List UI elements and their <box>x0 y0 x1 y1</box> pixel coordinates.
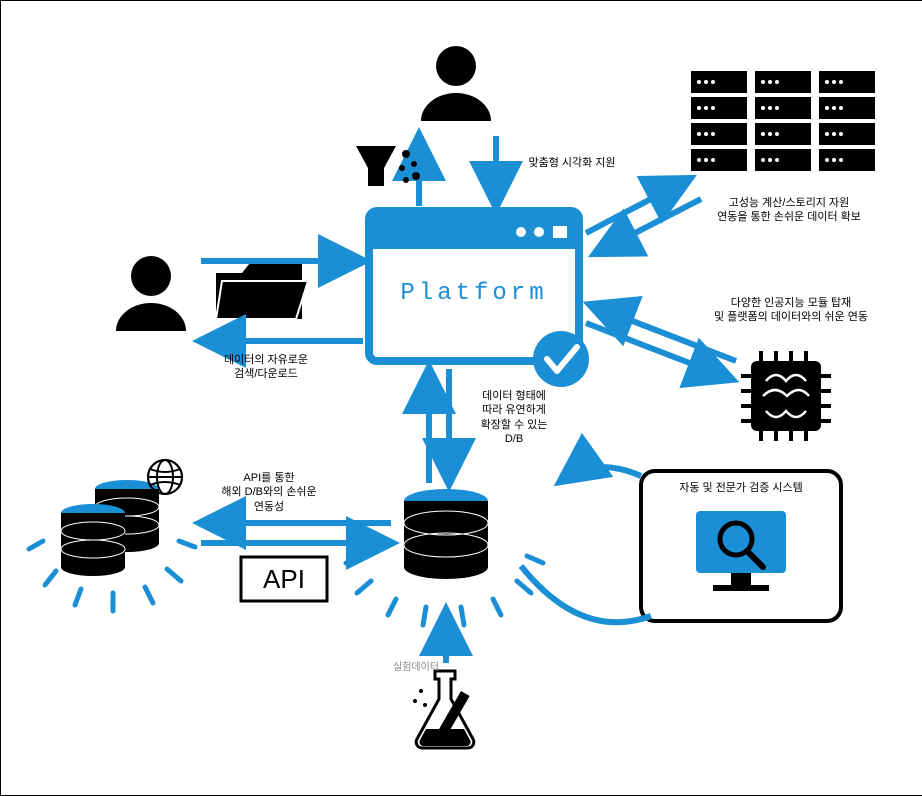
ai-chip-icon <box>741 351 831 441</box>
globe-icon <box>148 460 182 494</box>
label-db-flex: 데이터 형태에따라 유연하게확장할 수 있는D/B <box>459 389 569 446</box>
servers-icon <box>691 71 875 171</box>
label-viz: 맞춤형 시각화 지원 <box>507 156 637 170</box>
diagram-canvas: Platform <box>0 0 922 796</box>
label-ai: 다양한 인공지능 모듈 탑재및 플랫폼의 데이터와의 쉬운 연동 <box>691 296 891 325</box>
visualization-icon <box>356 146 420 186</box>
database-left-icon <box>61 480 159 576</box>
label-servers: 고성능 계산/스토리지 자원연동을 통한 손쉬운 데이터 확보 <box>689 196 889 225</box>
label-api: API를 통한해외 D/B와의 손쉬운연동성 <box>199 471 339 514</box>
label-experiment: 실험데이터 <box>376 661 456 674</box>
platform-title-text: Platform <box>400 280 547 307</box>
user-left-icon <box>116 256 186 331</box>
platform-window: Platform <box>369 211 589 387</box>
label-download: 데이터의 자유로운검색/다운로드 <box>196 353 336 382</box>
user-top-icon <box>421 46 491 121</box>
flask-icon <box>413 671 474 748</box>
api-box: API <box>241 557 327 601</box>
svg-text:API: API <box>263 564 305 594</box>
database-center-icon <box>404 489 488 579</box>
label-verify: 자동 및 전문가 검증 시스템 <box>656 481 826 495</box>
folder-icon <box>216 263 308 319</box>
